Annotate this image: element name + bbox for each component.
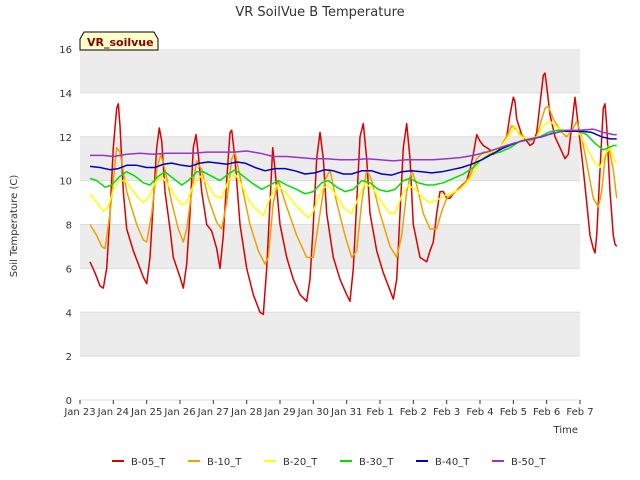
legend: B-05_T B-10_T B-20_T B-30_T B-40_T B-50_T [112,457,546,468]
chart-title: VR SoilVue B Temperature [235,5,404,20]
x-tick-label: Jan 26 [163,407,195,418]
x-tick-label: Jan 25 [130,407,162,418]
grid-band [80,49,580,93]
x-axis-ticks: Jan 23 Jan 24 Jan 25 Jan 26 Jan 27 Jan 28 Jan … [63,400,594,418]
x-tick-label: Feb 4 [466,407,493,418]
grid-bands [80,49,580,401]
site-label-badge: VR_soilvue [79,31,159,51]
series-line-B-50_T [90,128,617,162]
legend-label: B-50_T [511,457,546,468]
y-tick-label: 2 [66,352,72,363]
grid-band [80,312,580,357]
y-tick-label: 14 [59,89,72,100]
x-tick-label: Jan 24 [97,407,129,418]
x-tick-label: Jan 23 [63,407,95,418]
y-tick-label: 12 [59,133,72,144]
y-tick-label: 6 [66,264,72,275]
series-line-B-10_T [89,105,618,265]
legend-label: B-05_T [131,457,166,468]
x-tick-label: Jan 29 [263,407,295,418]
y-tick-label: 16 [59,45,72,56]
y-tick-label: 0 [66,396,72,407]
legend-label: B-10_T [207,457,242,468]
legend-label: B-40_T [435,457,470,468]
x-tick-label: Feb 2 [400,407,427,418]
legend-label: B-20_T [283,457,318,468]
y-axis-label: Soil Temperature (C) [9,175,20,278]
series-line-B-05_T [89,72,618,316]
site-label: VR_soilvue [87,36,154,49]
x-tick-label: Feb 6 [533,407,560,418]
series-lines [89,72,618,316]
y-tick-label: 8 [66,221,72,232]
x-tick-label: Jan 28 [230,407,262,418]
x-tick-label: Feb 1 [366,407,393,418]
x-tick-label: Feb 5 [500,407,527,418]
x-tick-label: Jan 27 [197,407,229,418]
x-axis-label: Time [553,425,578,436]
legend-label: B-30_T [359,457,394,468]
x-tick-label: Feb 7 [566,407,593,418]
y-tick-label: 4 [66,308,72,319]
x-tick-label: Feb 3 [433,407,460,418]
x-tick-label: Jan 31 [330,407,362,418]
x-tick-label: Jan 30 [297,407,329,418]
y-axis-ticks: 0 2 4 6 8 10 12 14 16 [59,45,72,407]
y-tick-label: 10 [59,177,72,188]
